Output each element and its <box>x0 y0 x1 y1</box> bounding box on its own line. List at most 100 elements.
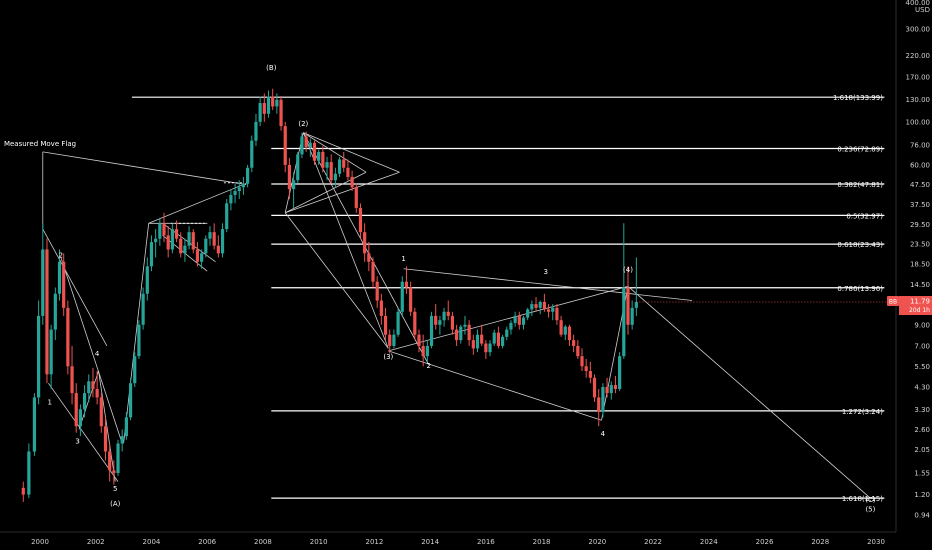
candle-body <box>200 253 204 262</box>
candle-body <box>622 287 626 357</box>
candle-body <box>630 307 634 325</box>
trend-line <box>284 212 389 349</box>
candle-body <box>45 249 49 375</box>
candle-body <box>141 293 145 325</box>
x-tick-label: 2008 <box>254 538 272 546</box>
candle-body <box>241 183 246 188</box>
candle-body <box>233 191 237 195</box>
candle-body <box>27 451 31 495</box>
fib-level-label: 0.786(13.96) <box>837 285 883 293</box>
candle-body <box>417 334 421 346</box>
candle-body <box>500 336 505 346</box>
candle-body <box>354 187 358 208</box>
wave-label: (A) <box>110 500 121 508</box>
wave-label: 4 <box>95 350 100 358</box>
fib-level-label: 0.382(47.81) <box>837 181 883 189</box>
candle-body <box>149 242 154 267</box>
y-tick-label: 47.50 <box>910 181 930 189</box>
price-badge-countdown: 20d 1h <box>909 307 930 314</box>
candle-body <box>204 238 208 254</box>
trend-line <box>60 257 123 444</box>
fib-level-label: 0.5(32.97) <box>846 212 883 220</box>
x-tick-label: 2016 <box>477 538 495 546</box>
candle-body <box>421 345 425 357</box>
candle-body <box>505 329 509 337</box>
candle-body <box>191 232 195 250</box>
candle-body <box>379 300 383 316</box>
candle-body <box>601 387 605 412</box>
currency-label: USD <box>915 6 930 14</box>
candle-body <box>546 309 551 312</box>
y-tick-label: 76.00 <box>910 141 930 149</box>
candle-body <box>580 356 584 367</box>
candle-body <box>534 304 538 308</box>
candle-body <box>49 329 53 375</box>
candle-body <box>333 173 337 181</box>
x-tick-label: 2022 <box>644 538 662 546</box>
x-tick-label: 2012 <box>365 538 383 546</box>
candle-body <box>467 324 471 341</box>
symbol-badge-text: BB <box>889 299 897 306</box>
x-tick-label: 2030 <box>867 538 885 546</box>
candle-body <box>434 315 438 325</box>
candle-body <box>21 487 25 495</box>
trend-line <box>388 350 602 421</box>
candle-body <box>400 281 404 312</box>
y-tick-label: 18.50 <box>910 261 930 269</box>
candle-body <box>521 317 526 325</box>
wave-label: (2) <box>298 120 308 128</box>
fib-level-label: 0.236(72.89) <box>837 145 883 153</box>
y-tick-label: 5.50 <box>914 363 930 371</box>
y-tick-label: 2.05 <box>914 446 930 454</box>
candle-body <box>57 261 62 294</box>
candle-body <box>283 126 287 165</box>
candle-body <box>484 343 488 353</box>
candle-body <box>446 311 450 316</box>
candle-body <box>237 187 241 192</box>
x-tick-label: 2024 <box>700 538 718 546</box>
candle-body <box>337 159 342 174</box>
triangle-line <box>303 132 367 173</box>
x-tick-label: 2014 <box>421 538 439 546</box>
candle-body <box>388 334 392 346</box>
wave-label: 1 <box>401 255 405 263</box>
trend-line <box>123 223 150 444</box>
trend-line <box>303 132 400 173</box>
trend-line <box>284 132 304 213</box>
x-tick-label: 2018 <box>533 538 551 546</box>
candle-body <box>154 238 158 243</box>
wave-label: 3 <box>544 268 548 276</box>
candle-body <box>133 356 137 384</box>
candle-body <box>559 320 563 335</box>
candle-body <box>325 162 329 168</box>
wave-label: Measured Move Flag <box>4 140 76 148</box>
fib-level-label: 1.618(1.15) <box>842 495 883 503</box>
candle-body <box>62 261 66 308</box>
trend-line <box>403 268 693 301</box>
candle-body <box>592 377 597 398</box>
candle-body <box>137 324 141 357</box>
candle-body <box>287 164 292 190</box>
candle-body <box>296 154 300 181</box>
candle-body <box>291 180 296 190</box>
candle-body <box>350 176 354 188</box>
candle-body <box>166 235 170 250</box>
candle-body <box>174 229 179 239</box>
candle-body <box>216 245 220 254</box>
candle-body <box>555 307 559 321</box>
candle-body <box>626 287 630 325</box>
y-tick-label: 60.00 <box>910 161 930 169</box>
candle-body <box>212 232 216 246</box>
candle-body <box>563 326 567 335</box>
x-tick-label: 2004 <box>143 538 161 546</box>
y-tick-label: 23.50 <box>910 240 930 248</box>
candle-body <box>509 322 513 330</box>
candle-body <box>41 249 45 316</box>
candle-body <box>195 249 200 262</box>
candle-body <box>463 324 467 327</box>
candle-body <box>329 162 333 181</box>
wave-label: (5) <box>865 506 875 514</box>
wave-label: (3) <box>383 353 393 361</box>
candle-body <box>576 345 580 357</box>
